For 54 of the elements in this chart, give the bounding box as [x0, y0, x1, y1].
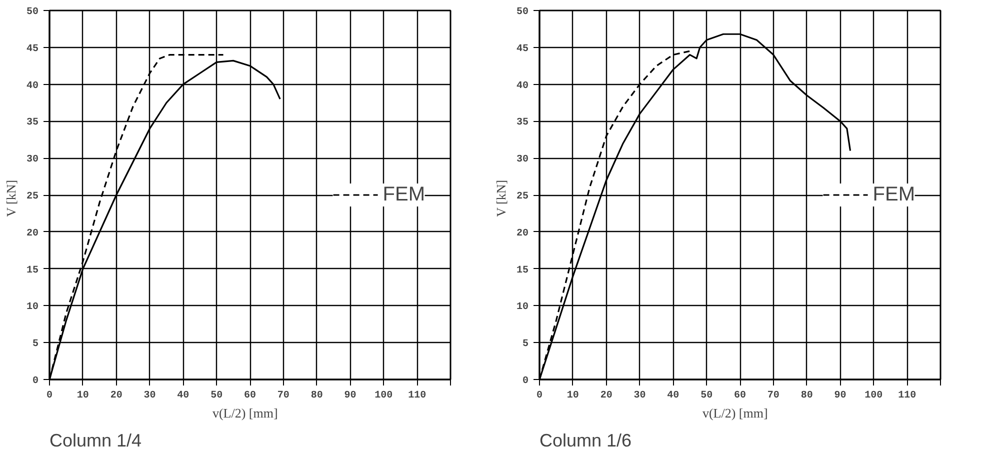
- y-tick-label: 10: [516, 302, 529, 314]
- y-tick-label: 30: [26, 154, 39, 166]
- x-tick-label: 20: [110, 390, 122, 402]
- y-tick-label: 20: [26, 228, 39, 240]
- x-axis-title: v(L/2) [mm]: [702, 406, 768, 420]
- y-tick-label: 25: [516, 192, 529, 202]
- y-tick-label: 45: [516, 44, 529, 55]
- y-axis-title: V [kN]: [494, 180, 508, 217]
- x-tick-label: 50: [700, 390, 713, 402]
- y-tick-label: 40: [26, 80, 39, 92]
- x-tick-label: 90: [344, 390, 356, 402]
- y-tick-label: 30: [516, 154, 529, 166]
- text: Column 1/4: [50, 430, 142, 450]
- y-tick-label: 50: [26, 7, 39, 18]
- x-tick-label: 90: [834, 390, 846, 402]
- x-tick-label: 80: [800, 390, 813, 402]
- y-tick-label: 10: [26, 302, 39, 314]
- y-tick-label: 45: [26, 44, 39, 55]
- x-tick-label: 60: [734, 390, 746, 402]
- y-tick-label: 25: [26, 192, 39, 202]
- y-tick-label: 15: [26, 265, 39, 276]
- x-tick-label: 30: [144, 390, 156, 402]
- legend-label: FEM: [382, 183, 425, 206]
- y-axis-title: V [kN]: [4, 180, 18, 217]
- y-tick-label: 35: [26, 118, 39, 129]
- x-tick-label: 10: [76, 390, 89, 402]
- y-tick-label: 0: [32, 376, 39, 387]
- y-tick-label: 35: [516, 118, 529, 129]
- x-tick-label: 0: [536, 390, 543, 402]
- x-axis-title: v(L/2) [mm]: [212, 406, 278, 420]
- x-tick-label: 10: [566, 390, 579, 402]
- x-tick-label: 40: [177, 390, 190, 402]
- x-tick-label: 100: [864, 390, 883, 402]
- text: Column 1/6: [540, 430, 632, 450]
- y-tick-label: 20: [516, 228, 529, 240]
- y-tick-label: 5: [32, 339, 39, 350]
- x-tick-label: 0: [46, 390, 53, 402]
- x-tick-label: 110: [898, 390, 916, 402]
- x-tick-label: 50: [210, 390, 223, 402]
- x-tick-label: 60: [244, 390, 256, 402]
- x-tick-label: 70: [277, 390, 290, 402]
- x-tick-label: 110: [408, 390, 426, 402]
- y-tick-label: 0: [522, 376, 529, 387]
- x-tick-label: 100: [374, 390, 393, 402]
- x-tick-label: 30: [634, 390, 646, 402]
- y-tick-label: 40: [516, 80, 529, 92]
- x-tick-label: 70: [767, 390, 780, 402]
- x-tick-label: 80: [310, 390, 323, 402]
- y-tick-label: 5: [522, 339, 529, 350]
- x-tick-label: 20: [600, 390, 612, 402]
- y-tick-label: 15: [516, 265, 529, 276]
- legend-label: FEM: [872, 183, 915, 206]
- y-tick-label: 50: [516, 7, 529, 18]
- x-tick-label: 40: [667, 390, 680, 402]
